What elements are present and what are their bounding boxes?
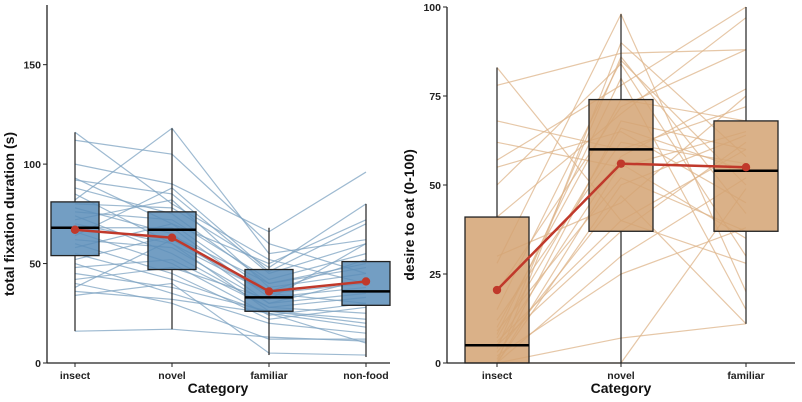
y-tick-label: 0 [35, 358, 41, 370]
y-axis-title: desire to eat (0-100) [401, 149, 417, 281]
participant-line [74, 139, 367, 275]
participant-line [74, 243, 367, 301]
participant-line [74, 328, 367, 342]
y-tick-label: 150 [23, 60, 41, 72]
participant-line [74, 290, 367, 344]
fixation-duration-panel: 0 50 100 150 insect novel familiar non-food Cate… [1, 5, 391, 396]
participant-line [75, 227, 367, 298]
y-axis-title: total fixation duration (s) [1, 132, 17, 296]
x-tick-label: non-food [343, 370, 388, 382]
participant-line [74, 187, 367, 273]
participant-line [74, 211, 367, 281]
participant-line [74, 203, 367, 269]
mean-line [74, 228, 367, 293]
mean-point [264, 287, 274, 296]
x-tick-label: novel [158, 370, 186, 382]
mean-point [361, 277, 371, 286]
participant-line [74, 187, 367, 285]
mean-point [167, 233, 177, 242]
participant-line [74, 235, 367, 285]
y-tick-label: 50 [429, 180, 441, 192]
y-tick-label: 50 [29, 259, 41, 271]
mean-point [492, 285, 502, 295]
y-tick-label: 25 [429, 269, 441, 281]
mean-point [70, 225, 80, 234]
y-tick-label: 0 [435, 358, 441, 370]
participant-line [74, 127, 367, 255]
y-tick-label: 100 [423, 2, 441, 14]
participant-line [74, 207, 367, 304]
participant-line [74, 163, 367, 233]
participant-line [74, 179, 367, 275]
x-tick-label: insect [60, 370, 91, 382]
y-tick-label: 100 [23, 159, 41, 171]
x-axis-title: Category [188, 380, 249, 396]
mean-point [616, 159, 626, 168]
box-familiar [713, 120, 779, 232]
participant-line [74, 199, 367, 289]
participant-line [74, 272, 367, 320]
participant-line [74, 282, 367, 356]
participant-line [74, 239, 367, 295]
x-axis-title: Category [591, 380, 652, 396]
x-tick-label: familiar [727, 370, 764, 382]
mean-point [741, 163, 751, 172]
x-tick-label: novel [607, 370, 635, 382]
x-tick-label: insect [482, 370, 513, 382]
participant-line [74, 253, 367, 328]
x-tick-label: familiar [250, 370, 287, 382]
y-tick-label: 75 [429, 91, 441, 103]
participant-line [74, 239, 367, 304]
desire-to-eat-panel: 0 25 50 75 100 insect novel familiar Category des… [401, 2, 795, 396]
